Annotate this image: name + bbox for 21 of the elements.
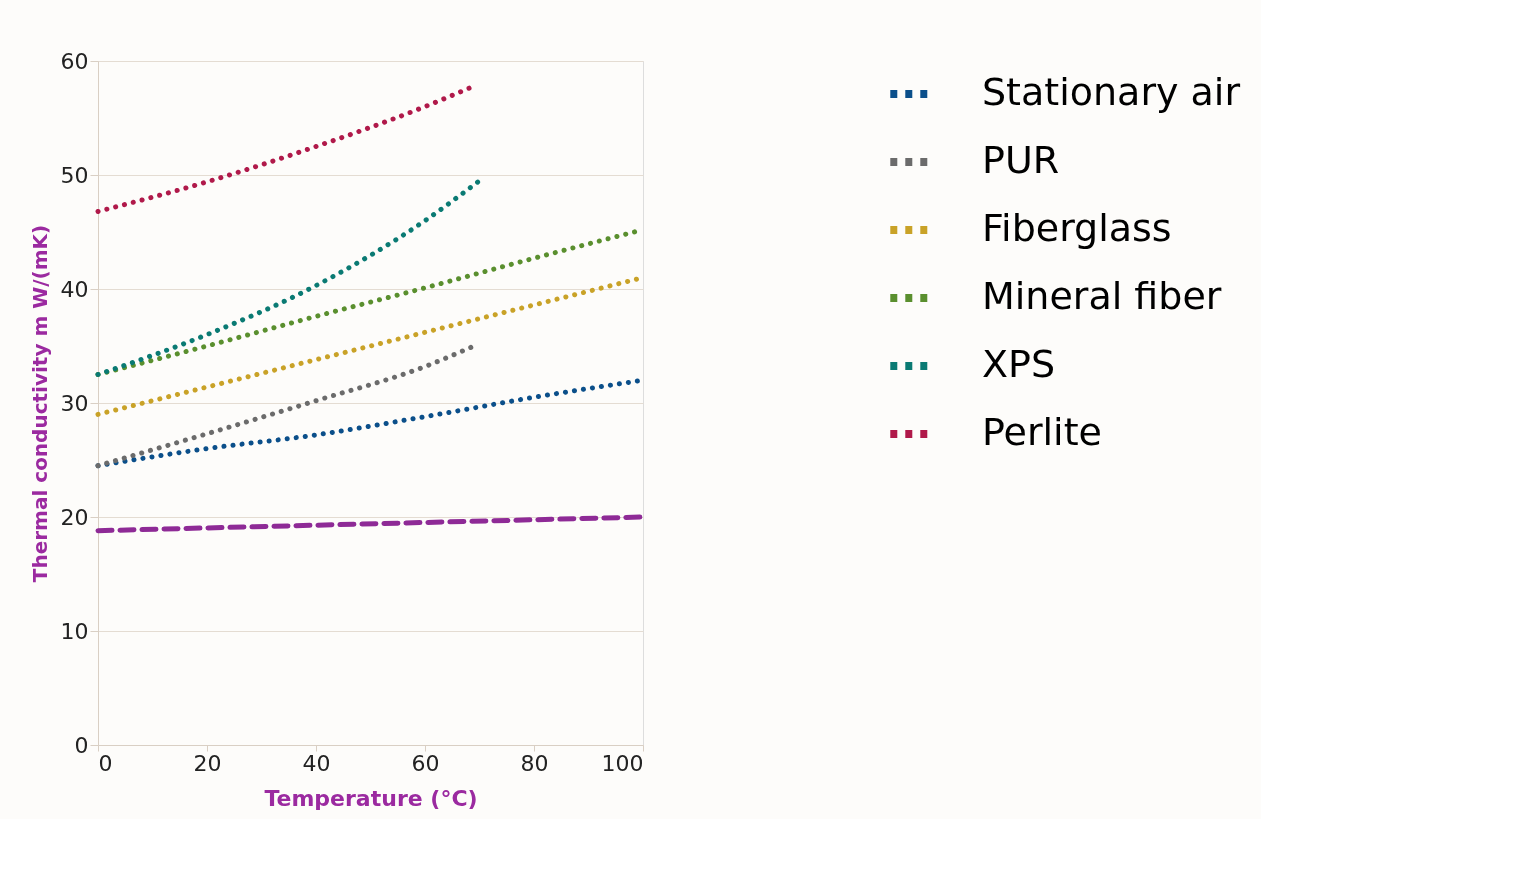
x-axis-title: Temperature (°C)	[264, 785, 478, 811]
y-tick-label: 50	[60, 162, 89, 188]
legend-label: Fiberglass	[982, 206, 1172, 250]
x-tick-label: 100	[601, 750, 644, 776]
y-axis-title: Thermal conductivity m W/(mK)	[27, 224, 52, 583]
legend-label: Perlite	[982, 410, 1102, 454]
x-tick-label: 40	[302, 750, 331, 776]
x-tick-label: 0	[98, 750, 113, 776]
legend-label: PUR	[982, 138, 1060, 182]
legend-label: Stationary air	[982, 70, 1241, 114]
y-tick-label: 20	[60, 504, 89, 530]
y-tick-label: 30	[60, 390, 89, 416]
x-tick-label: 20	[193, 750, 222, 776]
y-tick-label: 60	[60, 48, 89, 74]
y-tick-label: 40	[60, 276, 89, 302]
x-tick-label: 60	[411, 750, 440, 776]
y-tick-label: 10	[60, 618, 89, 644]
legend-label: XPS	[982, 342, 1056, 386]
y-tick-label: 0	[74, 732, 89, 758]
x-tick-label: 80	[520, 750, 549, 776]
legend-label: Mineral fiber	[982, 274, 1222, 318]
